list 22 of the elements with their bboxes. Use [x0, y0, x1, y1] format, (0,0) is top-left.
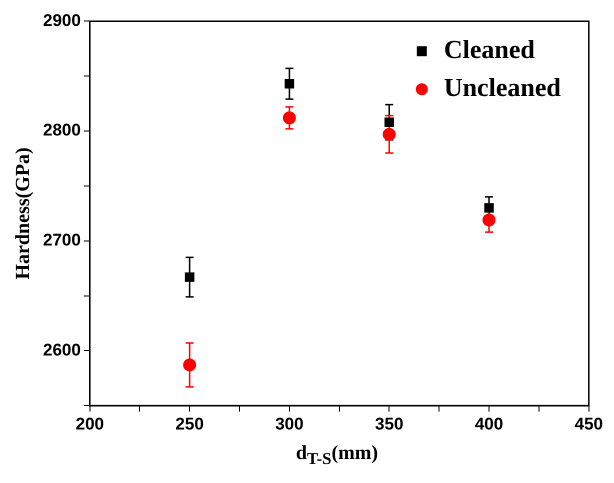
legend-label: Uncleaned: [444, 72, 562, 102]
y-tick-label: 2700: [42, 230, 81, 250]
point: [382, 128, 396, 141]
point: [183, 358, 196, 372]
point: [484, 203, 494, 213]
x-tick-label: 450: [574, 414, 604, 434]
x-axis-title: d$_{T-S}$(mm): [294, 442, 380, 469]
y-tick-label: 2900: [42, 10, 81, 30]
legend-label: Cleaned: [444, 34, 536, 64]
x-tick-label: 400: [474, 414, 504, 434]
x-tick-label: 300: [275, 414, 304, 434]
x-tick-label: 200: [76, 414, 104, 434]
point: [282, 111, 296, 124]
point: [284, 79, 294, 89]
point: [184, 272, 194, 282]
y-axis-title: Hardness(GPa): [12, 147, 34, 280]
y-tick-label: 2800: [42, 120, 81, 140]
x-tick-label: 350: [375, 414, 404, 434]
x-tick-label: 250: [175, 414, 204, 434]
point: [384, 118, 394, 127]
point: [482, 213, 496, 226]
y-tick-label: 2600: [42, 340, 81, 360]
